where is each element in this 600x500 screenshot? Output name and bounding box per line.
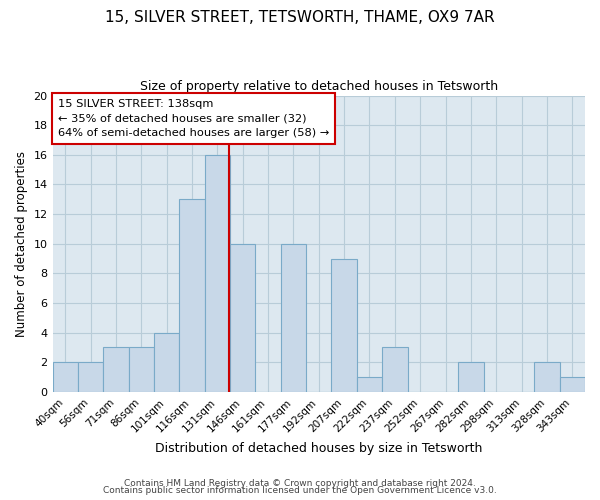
Bar <box>103 348 128 392</box>
Text: Contains HM Land Registry data © Crown copyright and database right 2024.: Contains HM Land Registry data © Crown c… <box>124 478 476 488</box>
Text: Contains public sector information licensed under the Open Government Licence v3: Contains public sector information licen… <box>103 486 497 495</box>
Text: 15, SILVER STREET, TETSWORTH, THAME, OX9 7AR: 15, SILVER STREET, TETSWORTH, THAME, OX9… <box>105 10 495 25</box>
Bar <box>154 332 179 392</box>
Bar <box>205 155 230 392</box>
Bar <box>382 348 407 392</box>
Bar <box>458 362 484 392</box>
Bar <box>560 377 585 392</box>
Bar <box>53 362 78 392</box>
Text: 15 SILVER STREET: 138sqm
← 35% of detached houses are smaller (32)
64% of semi-d: 15 SILVER STREET: 138sqm ← 35% of detach… <box>58 98 329 138</box>
Bar <box>534 362 560 392</box>
Bar <box>179 200 205 392</box>
Bar <box>78 362 103 392</box>
Bar <box>230 244 256 392</box>
X-axis label: Distribution of detached houses by size in Tetsworth: Distribution of detached houses by size … <box>155 442 482 455</box>
Bar <box>281 244 306 392</box>
Title: Size of property relative to detached houses in Tetsworth: Size of property relative to detached ho… <box>140 80 498 93</box>
Bar <box>128 348 154 392</box>
Y-axis label: Number of detached properties: Number of detached properties <box>15 151 28 337</box>
Bar <box>357 377 382 392</box>
Bar <box>331 258 357 392</box>
